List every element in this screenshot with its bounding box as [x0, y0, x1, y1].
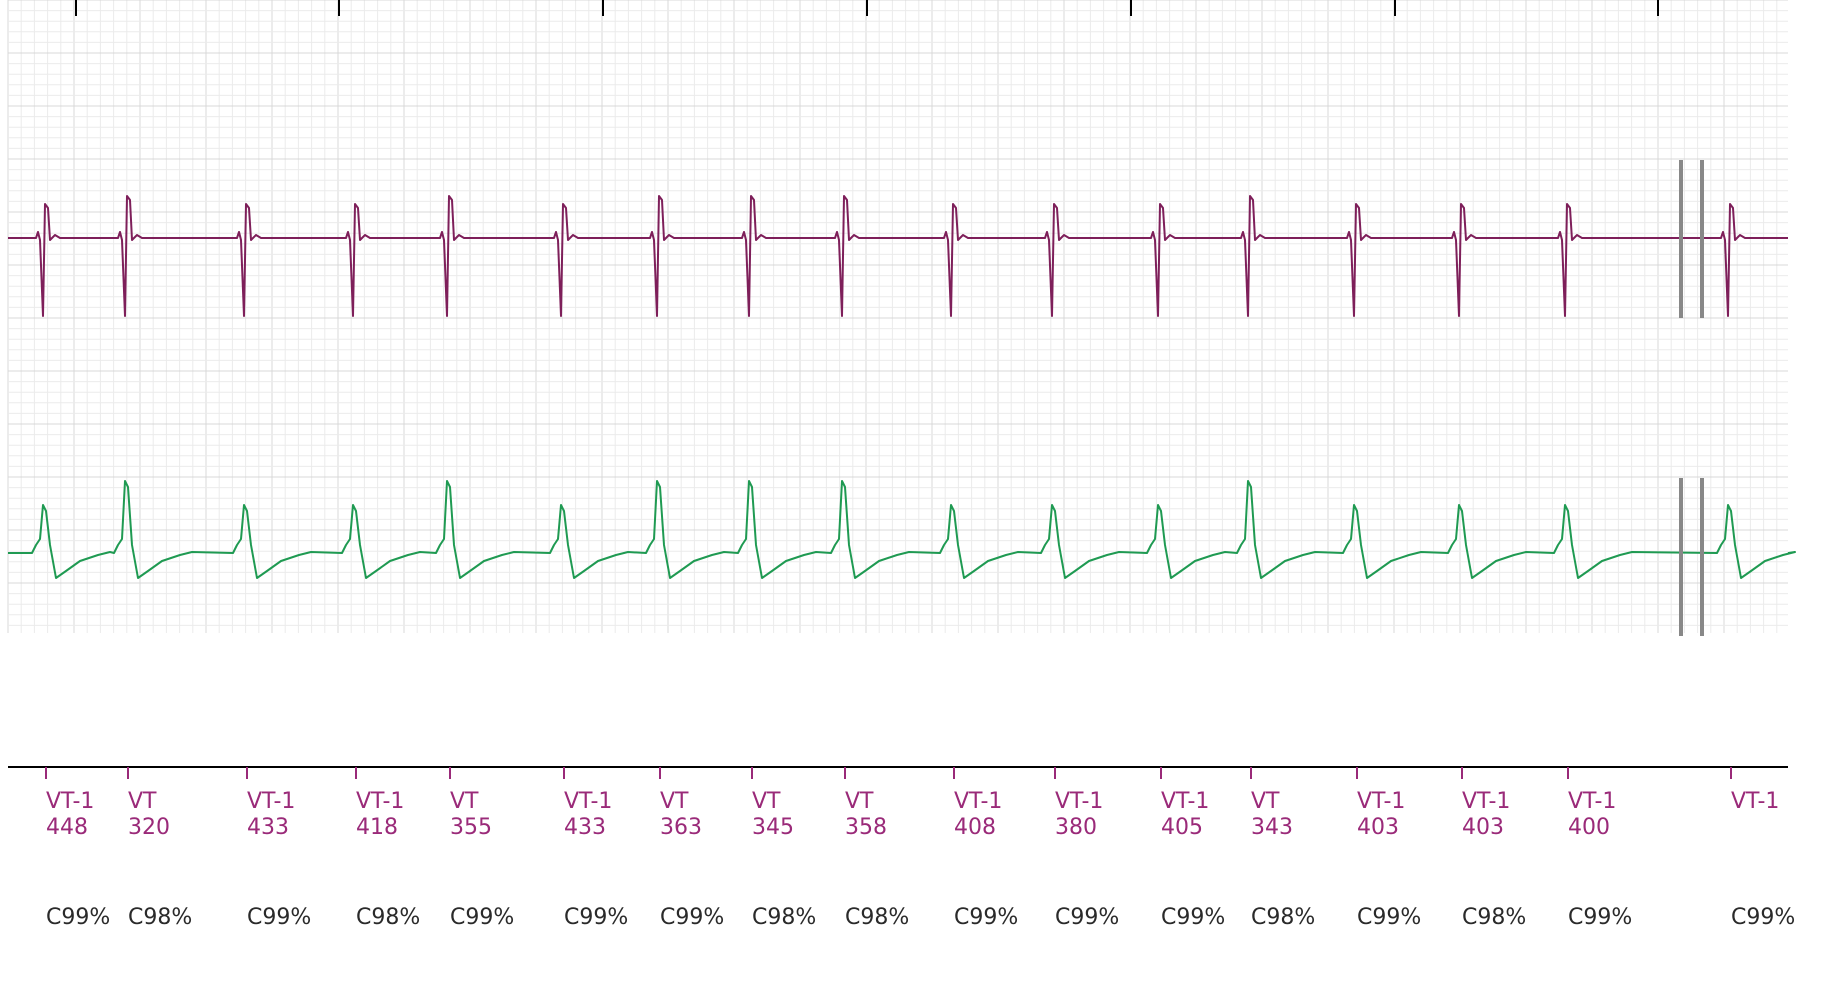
beat-code: VT-1 — [356, 789, 404, 814]
discontinuity-marker — [1679, 160, 1704, 636]
beat-interval: 405 — [1161, 815, 1203, 840]
beat-code: VT-1 — [1055, 789, 1103, 814]
beat-code: VT — [752, 789, 781, 814]
time-ticks — [75, 0, 1659, 16]
beat-interval: 363 — [660, 815, 702, 840]
beat-code: VT-1 — [46, 789, 94, 814]
beat-confidence: C99% — [954, 905, 1018, 930]
beat-confidence: C98% — [845, 905, 909, 930]
ecg-trace-channel-2 — [8, 480, 1796, 579]
beat-interval: 433 — [247, 815, 289, 840]
beat-confidence: C99% — [247, 905, 311, 930]
beat-marker: VT-1 C99% — [1730, 767, 1795, 930]
gap-bar — [1700, 478, 1704, 636]
beat-confidence: C99% — [1731, 905, 1795, 930]
beat-code: VT — [128, 789, 157, 814]
beat-interval: 403 — [1462, 815, 1504, 840]
beat-interval: 355 — [450, 815, 492, 840]
beat-code: VT — [845, 789, 874, 814]
beat-interval: 418 — [356, 815, 398, 840]
beat-code: VT-1 — [1357, 789, 1405, 814]
beat-code: VT-1 — [1161, 789, 1209, 814]
beat-interval: 400 — [1568, 815, 1610, 840]
beat-code: VT — [660, 789, 689, 814]
beat-confidence: C99% — [1357, 905, 1421, 930]
beat-interval: 343 — [1251, 815, 1293, 840]
beat-interval: 320 — [128, 815, 170, 840]
beat-confidence: C98% — [1462, 905, 1526, 930]
beat-interval: 345 — [752, 815, 794, 840]
beat-confidence: C99% — [564, 905, 628, 930]
beat-code: VT — [450, 789, 479, 814]
beat-confidence: C99% — [1568, 905, 1632, 930]
beat-code: VT-1 — [1462, 789, 1510, 814]
beat-confidence: C98% — [1251, 905, 1315, 930]
beat-confidence: C98% — [128, 905, 192, 930]
beat-confidence: C98% — [356, 905, 420, 930]
beat-code: VT-1 — [1568, 789, 1616, 814]
beat-interval: 433 — [564, 815, 606, 840]
beat-code: VT-1 — [954, 789, 1002, 814]
gap-bar — [1700, 160, 1704, 318]
beat-interval: 448 — [46, 815, 88, 840]
beat-interval: 380 — [1055, 815, 1097, 840]
ecg-traces — [8, 195, 1796, 579]
ecg-trace-channel-1 — [8, 195, 1788, 317]
beat-code: VT-1 — [247, 789, 295, 814]
beat-code: VT-1 — [1731, 789, 1779, 814]
beat-code: VT — [1251, 789, 1280, 814]
beat-confidence: C99% — [1161, 905, 1225, 930]
ecg-grid — [7, 0, 1788, 633]
beat-markers: VT-1448C99%VT320C98%VT-1433C99%VT-1418C9… — [45, 767, 1795, 930]
gap-bar — [1679, 478, 1683, 636]
beat-confidence: C99% — [450, 905, 514, 930]
beat-confidence: C99% — [1055, 905, 1119, 930]
beat-confidence: C98% — [752, 905, 816, 930]
gap-bar — [1679, 160, 1683, 318]
beat-code: VT-1 — [564, 789, 612, 814]
beat-confidence: C99% — [46, 905, 110, 930]
beat-interval: 408 — [954, 815, 996, 840]
beat-interval: 358 — [845, 815, 887, 840]
beat-confidence: C99% — [660, 905, 724, 930]
beat-interval: 403 — [1357, 815, 1399, 840]
